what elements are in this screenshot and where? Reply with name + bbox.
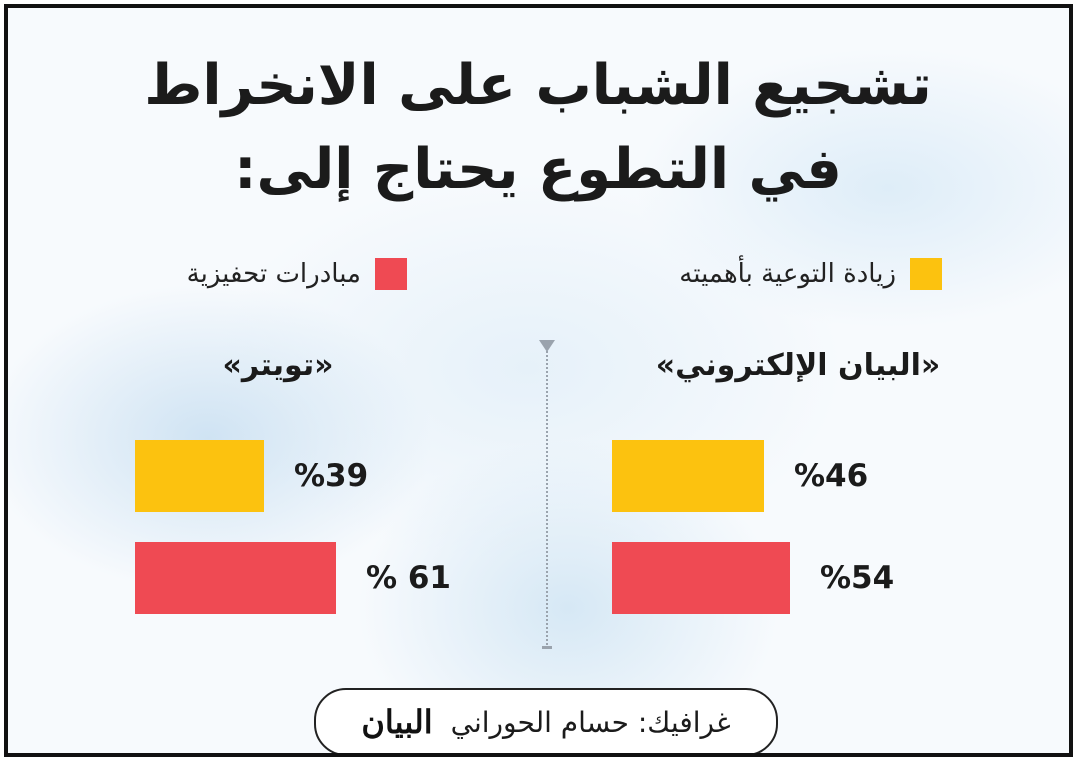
bar-label-twitter-awareness: %39 [294, 458, 369, 494]
bar-twitter-incentives [135, 542, 336, 614]
legend-swatch-incentives [375, 258, 407, 290]
bar-albayan-incentives [612, 542, 790, 614]
legend-label-awareness: زيادة التوعية بأهميته [679, 259, 896, 289]
divider-end [542, 646, 552, 649]
title-line-1: تشجيع الشباب على الانخراط [144, 53, 932, 118]
panel-divider [546, 348, 548, 648]
credit-badge: غرافيك: حسام الحوراني البيان [314, 688, 778, 753]
legend-item-awareness: زيادة التوعية بأهميته [679, 258, 942, 290]
panel-title-albayan: «البيان الإلكتروني» [655, 348, 941, 383]
infographic-frame: تشجيع الشباب على الانخراط في التطوع يحتا… [4, 4, 1073, 757]
bar-label-albayan-incentives: %54 [820, 560, 895, 596]
credit-text: غرافيك: حسام الحوراني [450, 705, 731, 739]
bar-albayan-awareness [612, 440, 764, 512]
legend-item-incentives: مبادرات تحفيزية [187, 258, 407, 290]
bar-label-albayan-awareness: %46 [794, 458, 869, 494]
panel-title-twitter: «تويتر» [222, 348, 334, 383]
albayan-logo: البيان [361, 703, 433, 741]
divider-arrow [539, 340, 555, 352]
title-line-2: في التطوع يحتاج إلى: [234, 137, 842, 202]
bar-twitter-awareness [135, 440, 264, 512]
bar-label-twitter-incentives: % 61 [366, 560, 451, 596]
legend-swatch-awareness [910, 258, 942, 290]
legend-label-incentives: مبادرات تحفيزية [186, 259, 361, 289]
